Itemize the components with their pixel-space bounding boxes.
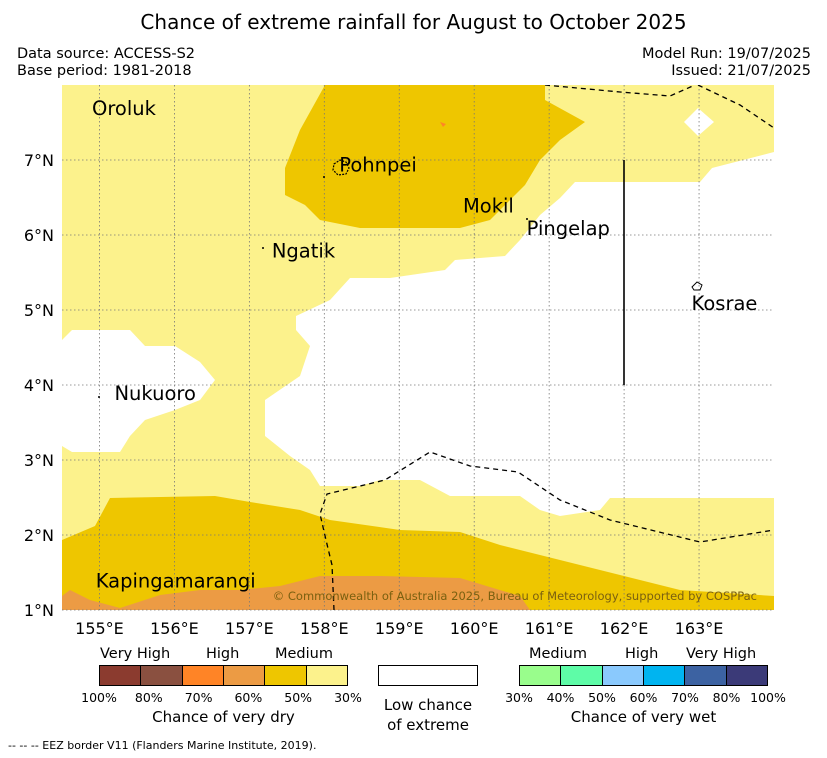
place-label-kosrae: Kosrae (692, 292, 758, 315)
wet-percent-label: 50% (588, 690, 616, 705)
wet-color-bar (519, 665, 768, 686)
ngatik-atoll (262, 247, 264, 249)
wet-swatch (561, 666, 603, 685)
dry-swatch (141, 666, 183, 685)
dry-caption: Chance of very dry (152, 708, 295, 726)
dry-percent-label: 70% (184, 690, 213, 705)
wet-header-very-high: Very High (686, 646, 757, 662)
wet-swatch (643, 666, 686, 685)
field-50pct-north (285, 85, 585, 228)
place-label-kapingamarangi: Kapingamarangi (96, 570, 256, 593)
dry-swatch (100, 666, 142, 685)
wet-swatch (520, 666, 562, 685)
meta-right: Model Run: 19/07/2025 Issued: 21/07/2025 (642, 46, 811, 80)
dry-color-bar (99, 665, 348, 686)
lon-tick-label: 160°E (450, 619, 499, 638)
wet-percent-label: 40% (546, 690, 575, 705)
lat-tick-label: 7°N (24, 151, 54, 170)
latitude-labels: 1°N 2°N 3°N 4°N 5°N 6°N 7°N (24, 151, 54, 620)
eez-border (319, 85, 774, 610)
wet-header-medium: Medium (529, 646, 587, 662)
dry-percent-label: 30% (334, 690, 362, 705)
eez-border-note: -- -- -- EEZ border V11 (Flanders Marine… (8, 739, 317, 752)
map: Oroluk Pohnpei Mokil Pingelap Ngatik Kosrae Nu… (24, 85, 774, 638)
wet-percent-label: 30% (505, 690, 533, 705)
place-label-mokil: Mokil (463, 195, 514, 218)
dry-header-high: High (206, 646, 240, 662)
base-period: Base period: 1981-2018 (17, 63, 192, 79)
lon-tick-label: 158°E (300, 619, 349, 638)
low-chance-line2: of extreme (387, 716, 469, 734)
pohnpei-island (332, 159, 350, 176)
lat-tick-label: 2°N (24, 526, 54, 545)
model-run: Model Run: 19/07/2025 (641, 46, 811, 62)
lon-tick-label: 162°E (600, 619, 649, 638)
meta-left: Data source: ACCESS-S2 Base period: 1981… (17, 46, 195, 80)
wet-swatch (685, 666, 727, 685)
chart-title: Chance of extreme rainfall for August to… (140, 10, 687, 34)
place-label-pohnpei: Pohnpei (339, 153, 417, 176)
oroluk-dot (323, 176, 325, 178)
lat-tick-label: 5°N (24, 301, 54, 320)
wet-percent-label: 100% (750, 690, 786, 705)
lat-tick-label: 4°N (24, 376, 54, 395)
lon-tick-label: 161°E (525, 619, 574, 638)
lat-tick-label: 6°N (24, 226, 54, 245)
low-chance-box (378, 665, 478, 686)
wet-percent-label: 80% (712, 690, 741, 705)
place-label-ngatik: Ngatik (272, 240, 336, 263)
data-source: Data source: ACCESS-S2 (17, 46, 196, 62)
dry-swatch (182, 666, 224, 685)
dry-percent-label: 50% (284, 690, 313, 705)
wet-swatch (726, 666, 767, 685)
place-labels: Oroluk Pohnpei Mokil Pingelap Ngatik Kosrae Nu… (92, 97, 757, 593)
wet-swatch (602, 666, 644, 685)
lon-tick-label: 159°E (375, 619, 424, 638)
lon-tick-label: 157°E (225, 619, 274, 638)
mokil-atoll (526, 218, 528, 220)
lat-tick-label: 3°N (24, 451, 54, 470)
lon-tick-label: 156°E (150, 619, 199, 638)
nukuoro-atoll (98, 396, 100, 398)
field-low-chance-west (62, 330, 215, 452)
longitude-labels: 155°E 156°E 157°E 158°E 159°E 160°E 161°E 162°E… (75, 619, 723, 638)
dry-percent-label: 60% (234, 690, 263, 705)
low-chance-line1: Low chance (383, 696, 473, 714)
kosrae-island (691, 281, 703, 291)
place-label-oroluk: Oroluk (92, 97, 157, 120)
lon-tick-label: 155°E (75, 619, 124, 638)
low-chance-caption: Low chance of extreme (358, 695, 498, 735)
field-50pct-south (62, 496, 774, 610)
field-low-chance (265, 152, 774, 516)
dry-header-medium: Medium (275, 646, 333, 662)
place-label-nukuoro: Nukuoro (114, 382, 195, 405)
lat-tick-label: 1°N (24, 601, 54, 620)
wet-caption: Chance of very wet (570, 708, 717, 726)
dry-swatch (265, 666, 307, 685)
dry-percent-label: 80% (134, 690, 163, 705)
dry-percent-label: 100% (81, 690, 117, 705)
dry-swatch (223, 666, 266, 685)
wet-percent-label: 60% (629, 690, 658, 705)
field-70pct-speck (440, 122, 446, 127)
field-60pct (62, 576, 530, 610)
lon-tick-label: 163°E (675, 619, 724, 638)
place-label-pingelap: Pingelap (527, 217, 610, 240)
graticule (62, 85, 774, 611)
issued-date: Issued: 21/07/2025 (671, 63, 811, 79)
copyright-notice: © Commonwealth of Australia 2025, Bureau… (273, 589, 757, 603)
wet-header-high: High (625, 646, 659, 662)
dry-header-very-high: Very High (100, 646, 171, 662)
dry-swatch (306, 666, 347, 685)
wet-percent-label: 70% (671, 690, 699, 705)
